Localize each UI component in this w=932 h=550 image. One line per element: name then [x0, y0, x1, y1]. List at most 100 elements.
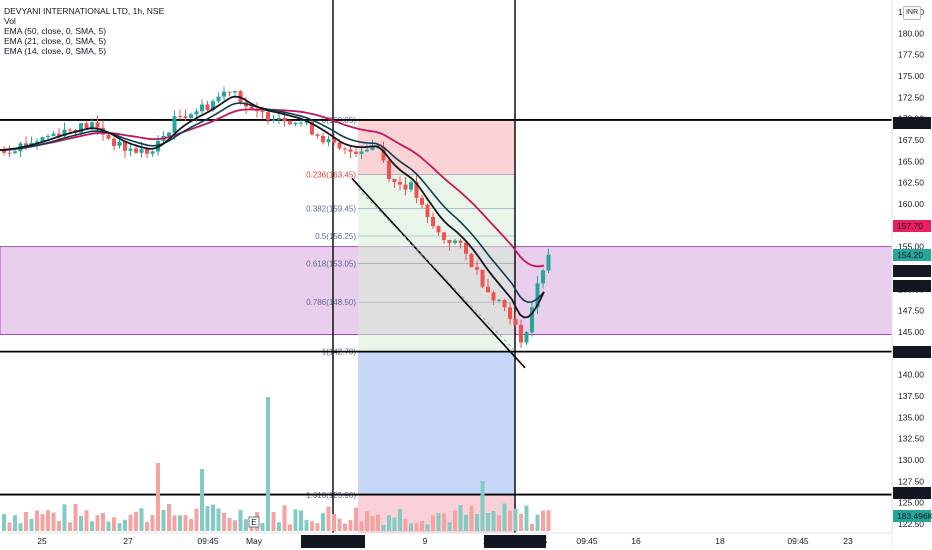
indicator-vol[interactable]: Vol — [4, 16, 16, 26]
volume-bar — [420, 520, 424, 531]
volume-bar — [447, 522, 452, 531]
date-label-end: 11 May '22 04:45 — [483, 536, 548, 546]
date-label-bg — [301, 535, 365, 548]
candle-body — [178, 116, 182, 118]
volume-bar — [233, 520, 237, 531]
price-label-bg — [893, 220, 931, 232]
volume-bar — [524, 505, 529, 531]
candle-body — [183, 116, 188, 119]
candle-body — [315, 134, 320, 136]
y-tick-label: 147.50 — [898, 306, 924, 316]
candle-body — [398, 181, 402, 185]
x-tick-label: May — [246, 536, 263, 546]
candle-body — [475, 267, 479, 270]
volume-bar — [266, 397, 270, 531]
candle-body — [508, 307, 512, 319]
y-tick-label: 180.00 — [898, 28, 924, 38]
x-tick-label: 09:45 — [787, 536, 809, 546]
candle-body — [535, 283, 540, 308]
volume-bar — [167, 503, 171, 531]
volume-bar — [238, 509, 243, 531]
price-label: 142.70 — [897, 347, 923, 357]
candle-body — [288, 121, 292, 125]
volume-bar — [519, 513, 523, 531]
candle-body — [150, 151, 155, 154]
candle-body — [469, 253, 474, 268]
y-tick-label: 162.50 — [898, 178, 924, 188]
x-tick-label: 09:45 — [197, 536, 219, 546]
x-tick-label: 18 — [715, 536, 725, 546]
candle-body — [117, 141, 122, 146]
candle-body — [326, 139, 331, 143]
candle-body — [447, 239, 452, 243]
price-label-bg — [893, 117, 931, 129]
volume-bar — [277, 522, 281, 531]
candle-body — [62, 129, 67, 137]
volume-bar — [491, 511, 496, 531]
price-label-bg — [893, 487, 931, 499]
candle-body — [123, 141, 127, 151]
candle-body — [332, 139, 336, 143]
volume-bar — [134, 511, 138, 531]
volume-bar — [90, 521, 94, 531]
volume-bar — [62, 504, 67, 531]
price-label-bg — [893, 346, 931, 358]
candle-body — [387, 160, 391, 179]
fib-label-2: 0.382(159.45) — [306, 205, 356, 214]
candle-body — [343, 148, 347, 150]
candle-body — [13, 151, 17, 154]
earnings-marker — [248, 516, 260, 528]
candle-body — [524, 332, 529, 343]
y-tick-label: 135.00 — [898, 412, 924, 422]
volume-bar — [106, 521, 111, 531]
price-label: 183.496K — [897, 511, 932, 521]
volume-bar — [211, 504, 215, 531]
candle-body — [530, 307, 534, 333]
indicator-ema14[interactable]: EMA (14, close, 0, SMA, 5) — [4, 46, 107, 56]
candle-body — [359, 151, 364, 154]
volume-bar — [249, 524, 254, 531]
candle-body — [304, 121, 309, 123]
fib-label-4: 0.618(153.05) — [306, 259, 356, 268]
volume-bar — [194, 508, 199, 531]
volume-bar — [508, 510, 512, 531]
volume-bar — [101, 512, 105, 531]
volume-bar — [222, 512, 226, 531]
volume-bar — [332, 514, 336, 531]
volume-bar — [387, 515, 391, 531]
indicator-ema50[interactable]: EMA (50, close, 0, SMA, 5) — [4, 26, 107, 36]
indicator-ema21[interactable]: EMA (21, close, 0, SMA, 5) — [4, 36, 107, 46]
candle-body — [35, 141, 39, 143]
volume-bar — [128, 514, 133, 531]
x-tick-label: 9 — [423, 536, 428, 546]
candle-body — [376, 145, 380, 148]
y-tick-label: 130.00 — [898, 455, 924, 465]
y-tick-label: 172.50 — [898, 92, 924, 102]
volume-bar — [117, 523, 122, 531]
candle-body — [431, 217, 435, 227]
volume-bar — [315, 523, 320, 531]
candle-body — [172, 116, 177, 133]
volume-bar — [365, 511, 369, 531]
candle-body — [546, 254, 551, 271]
volume-bar — [502, 503, 507, 531]
candle-body — [502, 299, 507, 308]
y-tick-label: 160.00 — [898, 199, 924, 209]
price-label: 125.95 — [897, 488, 923, 498]
x-tick-label: 09:45 — [576, 536, 598, 546]
volume-bar — [183, 515, 188, 531]
volume-bar — [546, 510, 551, 531]
candle-body — [282, 117, 287, 122]
price-label: 152.15 — [897, 266, 923, 276]
x-tick-label: 23 — [843, 536, 853, 546]
candle-body — [519, 324, 523, 343]
currency-badge[interactable]: INR — [903, 6, 921, 20]
volume-bar — [150, 515, 155, 531]
volume-bar — [464, 514, 468, 531]
volume-bar — [293, 509, 298, 531]
candle-body — [513, 318, 518, 325]
candle-body — [216, 96, 221, 102]
candle-body — [403, 184, 408, 190]
volume-bar — [458, 505, 463, 531]
